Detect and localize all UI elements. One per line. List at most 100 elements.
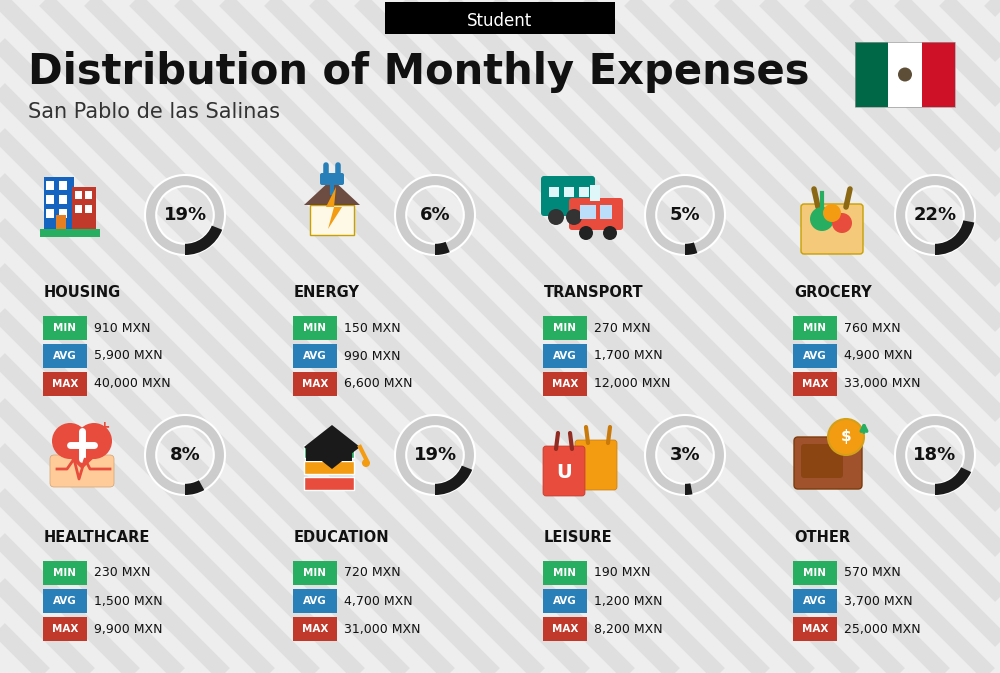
Text: 19%: 19%: [413, 446, 457, 464]
FancyBboxPatch shape: [543, 561, 587, 585]
Text: 270 MXN: 270 MXN: [594, 322, 651, 334]
FancyBboxPatch shape: [543, 316, 587, 340]
FancyBboxPatch shape: [310, 205, 354, 235]
FancyBboxPatch shape: [304, 461, 354, 474]
Circle shape: [76, 423, 112, 459]
FancyBboxPatch shape: [75, 205, 82, 213]
Text: AVG: AVG: [53, 596, 77, 606]
FancyBboxPatch shape: [793, 372, 837, 396]
FancyBboxPatch shape: [293, 372, 337, 396]
Text: 5,900 MXN: 5,900 MXN: [94, 349, 163, 363]
Text: MAX: MAX: [802, 624, 828, 634]
Text: AVG: AVG: [553, 351, 577, 361]
Wedge shape: [645, 415, 725, 495]
FancyBboxPatch shape: [569, 198, 623, 230]
Text: 12,000 MXN: 12,000 MXN: [594, 378, 670, 390]
FancyBboxPatch shape: [543, 446, 585, 496]
Text: 760 MXN: 760 MXN: [844, 322, 901, 334]
Wedge shape: [895, 415, 975, 495]
FancyBboxPatch shape: [801, 444, 843, 478]
Text: 990 MXN: 990 MXN: [344, 349, 400, 363]
Polygon shape: [54, 443, 110, 469]
FancyBboxPatch shape: [59, 209, 67, 218]
Text: 720 MXN: 720 MXN: [344, 567, 401, 579]
Text: HEALTHCARE: HEALTHCARE: [44, 530, 150, 545]
Text: 570 MXN: 570 MXN: [844, 567, 901, 579]
Text: OTHER: OTHER: [794, 530, 850, 545]
Wedge shape: [395, 415, 475, 495]
Text: 19%: 19%: [163, 206, 207, 224]
Wedge shape: [185, 225, 222, 255]
FancyBboxPatch shape: [579, 187, 589, 197]
FancyBboxPatch shape: [85, 205, 92, 213]
FancyBboxPatch shape: [793, 617, 837, 641]
FancyBboxPatch shape: [46, 209, 54, 218]
Text: AVG: AVG: [803, 596, 827, 606]
Text: MIN: MIN: [54, 568, 76, 578]
Text: 33,000 MXN: 33,000 MXN: [844, 378, 920, 390]
Text: 6%: 6%: [420, 206, 450, 224]
Circle shape: [832, 213, 852, 233]
FancyBboxPatch shape: [59, 181, 67, 190]
Text: 5%: 5%: [670, 206, 700, 224]
Text: 4,700 MXN: 4,700 MXN: [344, 594, 413, 608]
Circle shape: [810, 207, 834, 231]
FancyBboxPatch shape: [72, 187, 96, 229]
Text: HOUSING: HOUSING: [44, 285, 121, 300]
Text: LEISURE: LEISURE: [544, 530, 613, 545]
Text: MAX: MAX: [52, 379, 78, 389]
Text: MAX: MAX: [302, 624, 328, 634]
FancyBboxPatch shape: [293, 316, 337, 340]
FancyBboxPatch shape: [85, 191, 92, 199]
Text: 40,000 MXN: 40,000 MXN: [94, 378, 171, 390]
Text: MIN: MIN: [304, 568, 326, 578]
FancyBboxPatch shape: [855, 42, 888, 107]
Text: MIN: MIN: [554, 568, 576, 578]
Text: MIN: MIN: [54, 323, 76, 333]
Text: EDUCATION: EDUCATION: [294, 530, 390, 545]
Wedge shape: [645, 175, 725, 255]
Text: 6,600 MXN: 6,600 MXN: [344, 378, 413, 390]
FancyBboxPatch shape: [50, 455, 114, 487]
Circle shape: [603, 226, 617, 240]
Text: 8,200 MXN: 8,200 MXN: [594, 623, 663, 635]
Circle shape: [566, 209, 582, 225]
FancyBboxPatch shape: [43, 344, 87, 368]
Text: AVG: AVG: [803, 351, 827, 361]
Text: U: U: [556, 464, 572, 483]
FancyBboxPatch shape: [590, 185, 600, 201]
FancyBboxPatch shape: [794, 437, 862, 489]
Text: 3,700 MXN: 3,700 MXN: [844, 594, 913, 608]
Circle shape: [52, 423, 88, 459]
Text: 8%: 8%: [170, 446, 200, 464]
Polygon shape: [304, 425, 360, 469]
FancyBboxPatch shape: [793, 316, 837, 340]
Text: Student: Student: [467, 12, 533, 30]
Text: MAX: MAX: [552, 624, 578, 634]
FancyBboxPatch shape: [543, 372, 587, 396]
FancyBboxPatch shape: [543, 589, 587, 613]
FancyBboxPatch shape: [564, 187, 574, 197]
Polygon shape: [326, 187, 342, 229]
FancyBboxPatch shape: [600, 205, 612, 219]
FancyBboxPatch shape: [541, 176, 595, 216]
FancyBboxPatch shape: [293, 589, 337, 613]
FancyBboxPatch shape: [75, 191, 82, 199]
FancyBboxPatch shape: [922, 42, 955, 107]
Text: 9,900 MXN: 9,900 MXN: [94, 623, 162, 635]
Wedge shape: [185, 481, 204, 495]
Text: MIN: MIN: [804, 323, 826, 333]
Circle shape: [823, 204, 841, 222]
Wedge shape: [145, 415, 225, 495]
Text: Distribution of Monthly Expenses: Distribution of Monthly Expenses: [28, 51, 810, 93]
Text: MAX: MAX: [302, 379, 328, 389]
FancyBboxPatch shape: [801, 204, 863, 254]
FancyBboxPatch shape: [888, 42, 922, 107]
Circle shape: [548, 209, 564, 225]
Text: MAX: MAX: [802, 379, 828, 389]
FancyBboxPatch shape: [304, 477, 354, 490]
FancyBboxPatch shape: [46, 181, 54, 190]
FancyBboxPatch shape: [40, 229, 100, 237]
FancyBboxPatch shape: [293, 561, 337, 585]
Text: MIN: MIN: [554, 323, 576, 333]
